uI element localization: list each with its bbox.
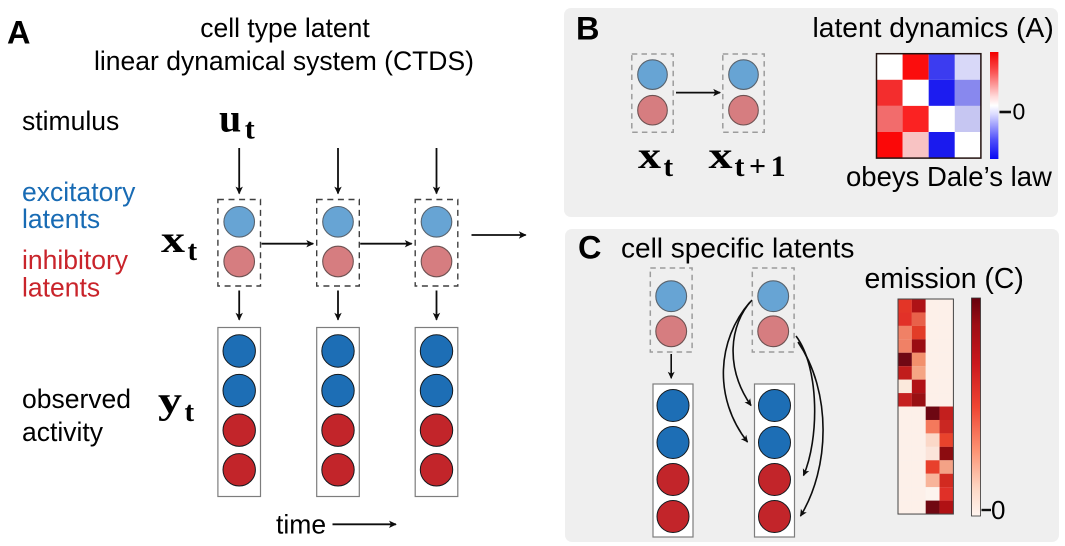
svg-text:observed: observed	[22, 384, 131, 414]
svg-text:C: C	[578, 230, 601, 266]
svg-text:xt: xt	[161, 219, 198, 267]
svg-text:B: B	[576, 11, 599, 47]
svg-text:xt+1: xt +1	[709, 135, 786, 183]
svg-text:linear dynamical system (CTDS): linear dynamical system (CTDS)	[94, 46, 474, 76]
svg-text:cell specific latents: cell specific latents	[621, 233, 854, 264]
svg-text:activity: activity	[22, 417, 104, 447]
svg-text:xt: xt	[638, 135, 674, 183]
svg-text:0: 0	[991, 495, 1005, 525]
svg-text:time: time	[276, 510, 326, 540]
svg-text:0: 0	[1013, 99, 1026, 125]
svg-text:latent dynamics (A): latent dynamics (A)	[813, 11, 1054, 43]
svg-text:emission (C): emission (C)	[865, 263, 1024, 295]
svg-text:yt: yt	[158, 380, 195, 428]
svg-text:stimulus: stimulus	[22, 106, 119, 136]
svg-text:obeys Dale’s law: obeys Dale’s law	[846, 161, 1052, 192]
svg-text:A: A	[7, 15, 30, 51]
svg-text:cell type latent: cell type latent	[200, 13, 370, 43]
svg-text:latents: latents	[22, 273, 100, 303]
svg-text:inhibitory: inhibitory	[22, 245, 129, 275]
svg-text:excitatory: excitatory	[22, 177, 136, 207]
svg-text:latents: latents	[22, 204, 100, 234]
